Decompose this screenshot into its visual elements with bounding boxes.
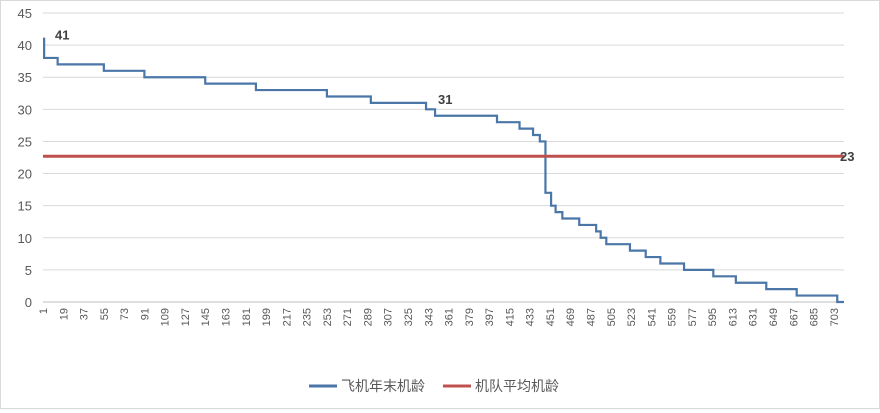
x-tick-label-271: 271: [342, 308, 354, 326]
x-tick-label-109: 109: [160, 308, 172, 326]
x-tick-label-469: 469: [565, 308, 577, 326]
series-line-1: [43, 37, 844, 304]
y-tick-label-25: 25: [18, 134, 32, 149]
x-tick-label-55: 55: [99, 308, 111, 320]
x-tick-label-307: 307: [383, 308, 395, 326]
x-tick-label-577: 577: [687, 308, 699, 326]
x-tick-label-91: 91: [139, 308, 151, 320]
x-tick-label-685: 685: [809, 308, 821, 326]
x-tick-label-19: 19: [58, 308, 70, 320]
x-tick-label-487: 487: [586, 308, 598, 326]
x-tick-label-325: 325: [403, 308, 415, 326]
y-tick-label-45: 45: [18, 6, 32, 21]
x-tick-label-343: 343: [423, 308, 435, 326]
legend-label-2: 机队平均机龄: [475, 378, 559, 394]
x-tick-label-1: 1: [38, 308, 50, 314]
x-tick-label-145: 145: [200, 308, 212, 326]
x-tick-label-595: 595: [707, 308, 719, 326]
y-tick-label-15: 15: [18, 199, 32, 214]
x-tick-label-217: 217: [281, 308, 293, 326]
y-tick-label-20: 20: [18, 167, 32, 182]
x-tick-label-73: 73: [119, 308, 131, 320]
x-tick-label-451: 451: [545, 308, 557, 326]
data-label-41: 41: [55, 28, 69, 43]
y-tick-label-35: 35: [18, 70, 32, 85]
x-tick-label-541: 541: [646, 308, 658, 326]
legend-label-1: 飞机年末机龄: [341, 378, 425, 394]
x-tick-label-361: 361: [444, 308, 456, 326]
series-layer: [43, 37, 844, 304]
x-tick-label-559: 559: [667, 308, 679, 326]
x-tick-label-163: 163: [221, 308, 233, 326]
x-tick-label-667: 667: [788, 308, 800, 326]
x-tick-label-37: 37: [79, 308, 91, 320]
x-tick-label-415: 415: [504, 308, 516, 326]
x-tick-label-181: 181: [241, 308, 253, 326]
grid-lines: [43, 12, 844, 271]
x-tick-label-649: 649: [768, 308, 780, 326]
x-tick-label-505: 505: [606, 308, 618, 326]
x-tick-label-397: 397: [484, 308, 496, 326]
y-axis-ticks: 0 5 10 15 20 25 30 35 40 45: [18, 6, 32, 310]
x-tick-label-289: 289: [362, 308, 374, 326]
x-tick-label-703: 703: [829, 308, 841, 326]
x-tick-label-379: 379: [464, 308, 476, 326]
data-labels: 41 31 23: [55, 28, 854, 165]
legend: 飞机年末机龄 机队平均机龄: [309, 378, 559, 394]
y-tick-label-10: 10: [18, 231, 32, 246]
x-tick-label-199: 199: [261, 308, 273, 326]
x-tick-label-235: 235: [302, 308, 314, 326]
x-tick-label-523: 523: [626, 308, 638, 326]
x-tick-label-433: 433: [525, 308, 537, 326]
x-axis: 1 19 37 55 73 91 109 127 145 163 181 199 217 235 253 27…: [38, 301, 844, 326]
x-tick-label-613: 613: [727, 308, 739, 326]
y-tick-label-5: 5: [25, 263, 32, 278]
data-label-23: 23: [840, 149, 854, 164]
y-tick-label-30: 30: [18, 102, 32, 117]
y-tick-label-40: 40: [18, 38, 32, 53]
x-tick-label-631: 631: [748, 308, 760, 326]
data-label-31: 31: [438, 92, 452, 107]
x-tick-label-127: 127: [180, 308, 192, 326]
x-tick-label-253: 253: [322, 308, 334, 326]
y-tick-label-0: 0: [25, 295, 32, 310]
